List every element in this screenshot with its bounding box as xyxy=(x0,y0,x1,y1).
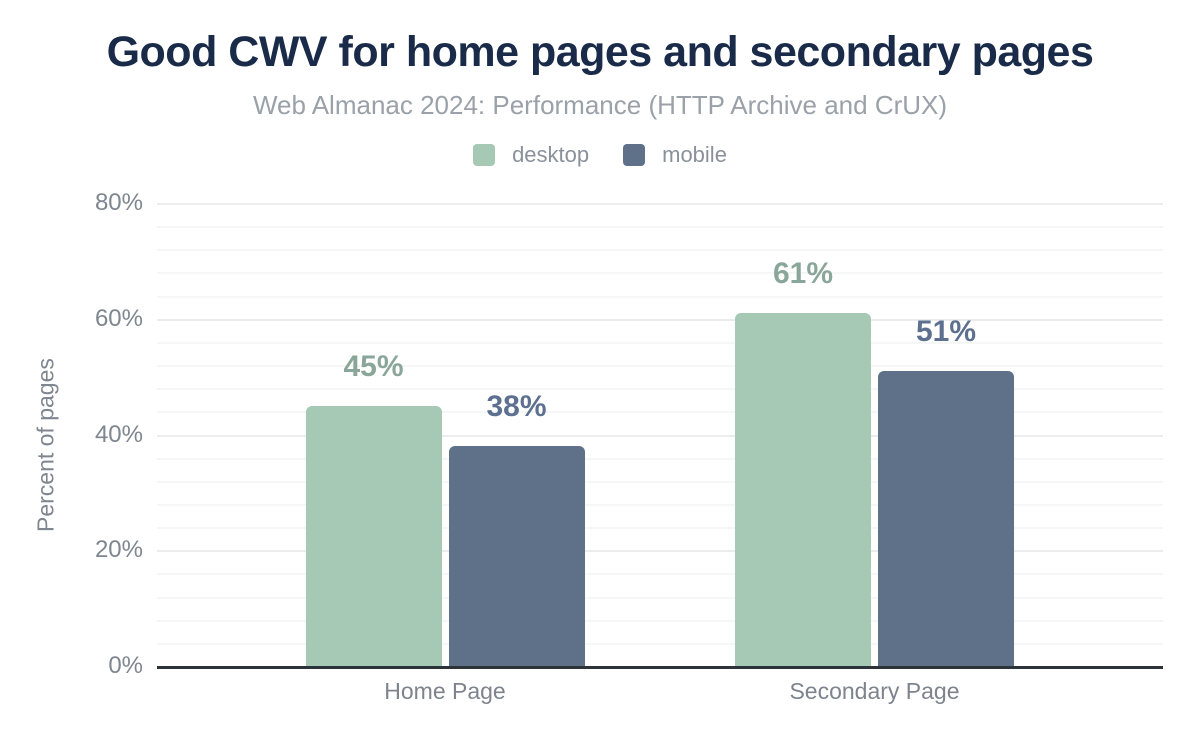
x-category-label: Secondary Page xyxy=(789,678,960,704)
gridline-minor xyxy=(157,365,1163,368)
gridline-minor xyxy=(157,642,1163,645)
y-tick-label: 80% xyxy=(94,189,143,216)
chart-subtitle: Web Almanac 2024: Performance (HTTP Arch… xyxy=(252,90,948,120)
bar-desktop-1 xyxy=(735,312,871,666)
bar-value-label: 51% xyxy=(915,314,977,348)
legend-item-mobile: mobile xyxy=(623,142,727,168)
y-tick-label: 0% xyxy=(108,652,143,679)
gridline-minor xyxy=(157,226,1163,229)
gridline-major xyxy=(157,318,1163,321)
gridline-minor xyxy=(157,527,1163,530)
gridline-minor xyxy=(157,295,1163,298)
gridline-minor xyxy=(157,480,1163,483)
legend-swatch-mobile-icon xyxy=(623,144,646,166)
gridline-minor xyxy=(157,341,1163,344)
y-tick-label: 20% xyxy=(94,536,143,564)
bar-desktop-0 xyxy=(305,405,442,666)
gridline-minor xyxy=(157,573,1163,576)
bar-mobile-0 xyxy=(448,446,585,666)
gridline-minor xyxy=(157,596,1163,599)
bar-mobile-1 xyxy=(878,370,1014,666)
y-tick-label: 40% xyxy=(94,420,143,448)
bar-value-label: 45% xyxy=(343,349,404,383)
gridline-minor xyxy=(157,272,1163,275)
gridline-major xyxy=(157,203,1163,205)
y-tick-label: 60% xyxy=(94,304,143,332)
legend-item-desktop: desktop xyxy=(473,142,589,168)
gridline-minor xyxy=(157,388,1163,391)
gridline-major xyxy=(157,434,1163,437)
gridline-minor xyxy=(157,411,1163,414)
gridline-major xyxy=(157,550,1163,553)
bar-value-label: 61% xyxy=(772,256,834,290)
legend: desktop mobile xyxy=(0,142,1200,168)
x-axis-line xyxy=(157,666,1163,669)
legend-label-desktop: desktop xyxy=(512,142,590,167)
legend-label-mobile: mobile xyxy=(662,142,727,167)
gridline-minor xyxy=(157,619,1163,622)
x-category-label: Home Page xyxy=(384,678,506,704)
legend-swatch-desktop-icon xyxy=(473,144,496,166)
gridline-minor xyxy=(157,457,1163,460)
bar-value-label: 38% xyxy=(486,390,547,424)
chart-title: Good CWV for home pages and secondary pa… xyxy=(106,28,1094,76)
gridline-minor xyxy=(157,503,1163,506)
gridline-minor xyxy=(157,249,1163,252)
